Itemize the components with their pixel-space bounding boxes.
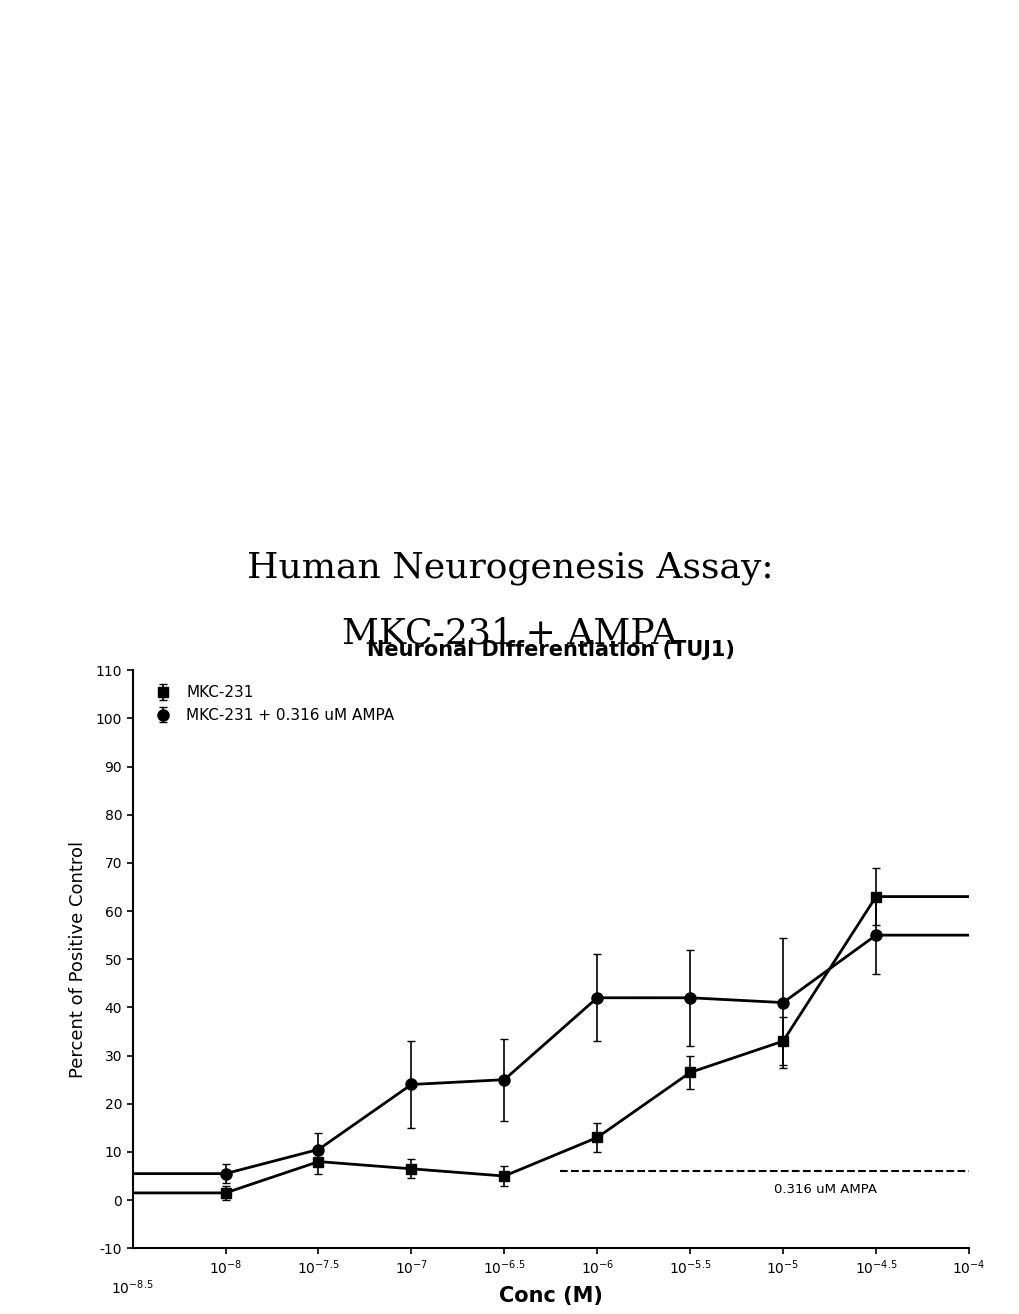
Title: Neuronal Differentiation (TUJ1): Neuronal Differentiation (TUJ1) xyxy=(367,640,734,660)
Y-axis label: Percent of Positive Control: Percent of Positive Control xyxy=(69,841,88,1077)
Text: Human Neurogenesis Assay:: Human Neurogenesis Assay: xyxy=(247,551,772,585)
X-axis label: Conc (M): Conc (M) xyxy=(498,1285,602,1306)
Text: $10^{-8.5}$: $10^{-8.5}$ xyxy=(111,1279,154,1297)
Text: 0.316 uM AMPA: 0.316 uM AMPA xyxy=(773,1183,876,1196)
Text: MKC-231 + AMPA: MKC-231 + AMPA xyxy=(342,616,677,650)
Legend: MKC-231, MKC-231 + 0.316 uM AMPA: MKC-231, MKC-231 + 0.316 uM AMPA xyxy=(140,678,401,731)
